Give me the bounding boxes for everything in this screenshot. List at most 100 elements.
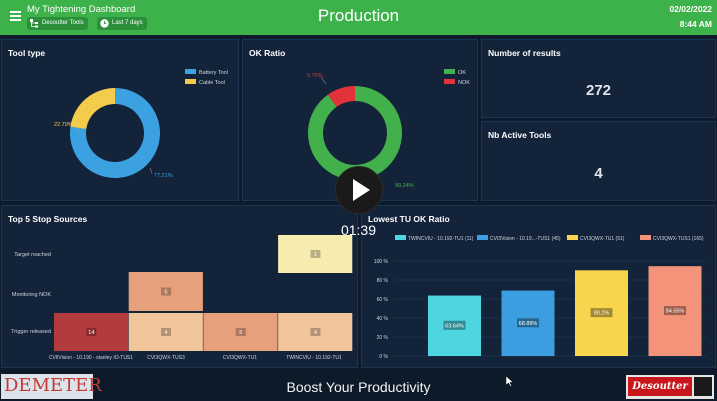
desoutter-face-icon <box>694 377 712 396</box>
battery-tool-value-label: 77.21% <box>154 173 173 179</box>
legend-swatch-ok <box>444 69 455 74</box>
heatmap-cell-value: 1 <box>314 252 317 258</box>
footer-bar <box>0 372 717 401</box>
mouse-cursor-icon <box>506 376 514 387</box>
nok-slice[interactable] <box>327 86 355 107</box>
ok-ratio-panel: OK Ratio 9.76% 90.24% OK NOK <box>242 39 478 201</box>
heatmap-row-label: Monitoring NOK <box>12 292 51 298</box>
heatmap-row-label: Trigger released <box>11 329 51 335</box>
heatmap-cell-value: 5 <box>165 290 168 296</box>
y-tick-label: 60 % <box>377 297 389 303</box>
active-tools-panel: Nb Active Tools 4 <box>481 121 716 201</box>
results-panel: Number of results 272 <box>481 39 716 118</box>
header-bar: My Tightening Dashboard Desoutter Tools … <box>0 0 717 35</box>
tu-ok-ratio-bar-chart: 0 % 20 % 40 % 60 % 80 % 100 % TWINCVIU - 10.1… <box>374 235 707 360</box>
legend-entry[interactable]: CVI3Vision - 10.19...-TUS1 (45) <box>490 236 561 242</box>
legend-cable-tool[interactable]: Cable Tool <box>199 80 225 86</box>
cable-tool-slice[interactable] <box>70 88 115 129</box>
heatmap-value-badge <box>235 328 246 336</box>
bar[interactable] <box>428 295 481 356</box>
hierarchy-icon <box>30 19 38 28</box>
footer-tagline: Boost Your Productivity <box>286 379 431 395</box>
active-tools-count: 4 <box>594 165 603 182</box>
video-play-button[interactable] <box>335 166 383 214</box>
header-time: 8:44 AM <box>679 19 712 29</box>
heatmap-row-label: Target reached <box>14 252 51 258</box>
tool-type-panel: Tool type 22.79% 77.21% Battery Tool Cab… <box>1 39 239 201</box>
legend-swatch-nok <box>444 79 455 84</box>
play-icon <box>353 179 370 201</box>
clock-icon <box>100 19 109 28</box>
desoutter-logo[interactable]: Desoutter <box>626 375 714 399</box>
heatmap-value-badge <box>310 328 321 336</box>
y-tick-label: 0 % <box>379 354 388 360</box>
bar-value-badge <box>590 308 613 318</box>
demeter-logo[interactable]: DEMETER <box>1 374 102 399</box>
bar[interactable] <box>648 266 702 356</box>
tool-type-donut-chart: 22.79% 77.21% Battery Tool Cable Tool <box>54 69 228 179</box>
y-tick-label: 80 % <box>377 278 389 284</box>
legend-swatch <box>477 235 488 240</box>
heatmap-cell[interactable] <box>54 313 129 351</box>
heatmap-cell-value: 4 <box>314 330 317 336</box>
stop-sources-panel: Top 5 Stop Sources 1 5 14 4 5 4 Target reache… <box>1 205 358 368</box>
battery-tool-slice[interactable] <box>70 88 160 178</box>
heatmap-cell-value: 4 <box>165 330 168 336</box>
legend-swatch <box>395 235 406 240</box>
heatmap-cell[interactable] <box>203 313 278 351</box>
demeter-logo-text: DEMETER <box>4 375 102 396</box>
legend-entry[interactable]: CVI3QWX-TUS1 (165) <box>653 236 704 242</box>
tools-filter-label: Desoutter Tools <box>42 20 84 26</box>
bar[interactable] <box>575 270 628 356</box>
bar-value-badge <box>664 306 686 316</box>
ok-value-label: 90.24% <box>395 183 414 189</box>
heatmap-col-label: TWINCVIU - 10.192-TU1 <box>286 355 342 361</box>
panel-title: Top 5 Stop Sources <box>8 214 88 224</box>
heatmap-cell[interactable] <box>128 272 203 311</box>
header-date: 02/02/2022 <box>669 4 712 14</box>
y-tick-label: 20 % <box>377 335 389 341</box>
legend-battery-tool[interactable]: Battery Tool <box>199 70 228 76</box>
stop-sources-heatmap: 1 5 14 4 5 4 Target reached Monitoring NOK Tr… <box>11 235 353 361</box>
desoutter-logo-text: Desoutter <box>628 377 692 396</box>
y-tick-label: 40 % <box>377 316 389 322</box>
video-timestamp: 01:39 <box>340 222 377 238</box>
legend-ok[interactable]: OK <box>458 70 466 76</box>
heatmap-cell-value: 5 <box>239 330 242 336</box>
bar-value-label: 68.89% <box>519 321 538 327</box>
legend-swatch <box>567 235 578 240</box>
heatmap-cell[interactable] <box>278 235 353 273</box>
dashboard-title: My Tightening Dashboard <box>27 4 136 15</box>
cable-tool-value-label: 22.79% <box>54 122 73 128</box>
bar-value-badge <box>517 318 539 328</box>
heatmap-value-badge <box>161 287 172 296</box>
bar-value-badge <box>443 320 466 330</box>
page-title: Production <box>317 6 400 25</box>
legend-nok[interactable]: NOK <box>458 80 470 86</box>
bar-value-label: 90.2% <box>594 311 610 317</box>
y-tick-label: 100 % <box>374 259 389 265</box>
panel-title: Tool type <box>8 48 46 58</box>
menu-icon[interactable] <box>10 11 21 21</box>
bar-value-label: 63.64% <box>445 323 464 329</box>
bar-value-label: 94.55% <box>666 309 685 315</box>
ok-slice[interactable] <box>308 86 402 180</box>
heatmap-value-badge <box>310 250 321 258</box>
bar[interactable] <box>501 290 555 356</box>
legend-swatch-cable <box>185 79 196 84</box>
date-range-chip[interactable]: Last 7 days <box>97 17 147 30</box>
heatmap-cell[interactable] <box>278 313 353 351</box>
heatmap-value-badge <box>161 328 172 336</box>
tools-filter-chip[interactable]: Desoutter Tools <box>27 17 88 30</box>
heatmap-cell-value: 14 <box>88 330 94 336</box>
legend-entry[interactable]: TWINCVIU - 10.192-TU1 (11) <box>408 236 474 242</box>
legend-swatch-battery <box>185 69 196 74</box>
heatmap-col-label: CVI3QWX-TU1 <box>223 355 257 361</box>
heatmap-cell[interactable] <box>128 313 203 351</box>
nok-value-label: 9.76% <box>307 73 323 79</box>
heatmap-col-label: CVI3QWX-TUS3 <box>147 355 185 361</box>
legend-entry[interactable]: CVI3QWX-TU1 (51) <box>580 236 625 242</box>
panel-title: Lowest TU OK Ratio <box>368 214 450 224</box>
results-count: 272 <box>585 82 612 99</box>
legend-swatch <box>640 235 651 240</box>
